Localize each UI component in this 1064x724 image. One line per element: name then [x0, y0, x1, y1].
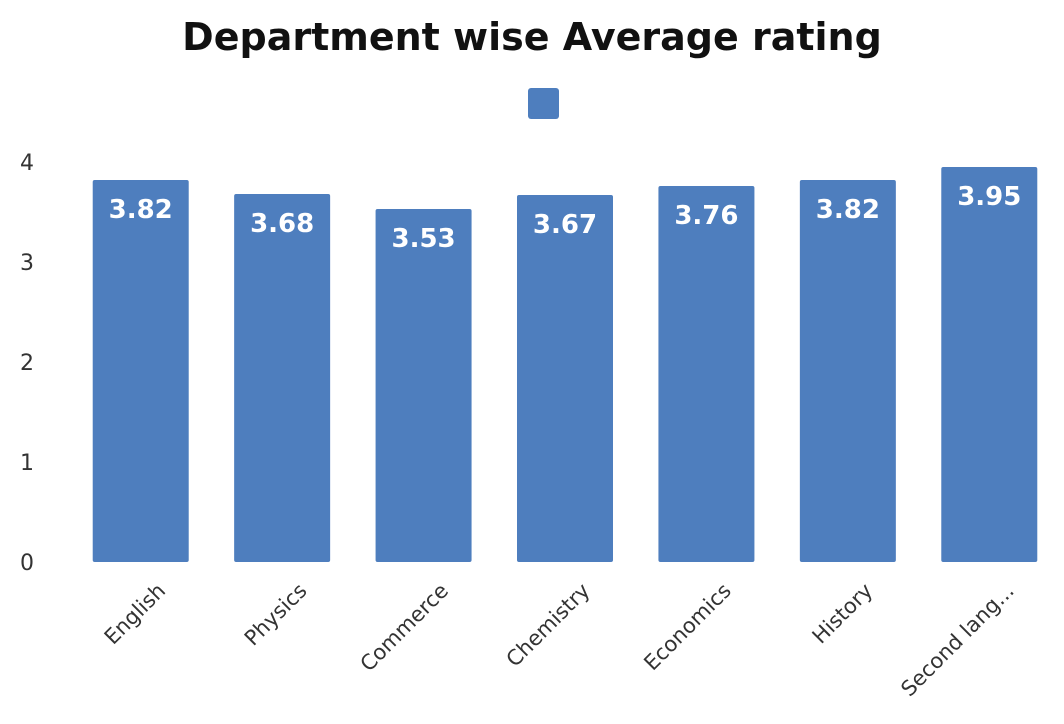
- legend-swatch: [528, 88, 559, 119]
- y-tick-label: 1: [20, 451, 34, 476]
- x-tick-label: Commerce: [356, 579, 454, 677]
- bar-series: [92, 167, 1038, 562]
- x-tick-label: Physics: [240, 579, 312, 651]
- x-tick-label: English: [100, 579, 171, 650]
- data-labels: 3.82 3.68 3.53 3.67 3.76 3.82 3.95: [109, 182, 1022, 254]
- bar-value-label: 3.95: [957, 182, 1021, 212]
- bar-value-label: 3.82: [816, 195, 880, 225]
- bar-value-label: 3.76: [674, 201, 738, 231]
- y-tick-label: 4: [20, 151, 34, 176]
- bar-second-lang: [941, 167, 1038, 562]
- y-axis: 0 1 2 3 4: [20, 151, 34, 576]
- x-tick-label: Economics: [639, 579, 736, 676]
- bar-value-label: 3.68: [250, 209, 314, 239]
- bar-physics: [234, 194, 331, 562]
- bar-economics: [658, 186, 755, 562]
- x-axis: English Physics Commerce Chemistry Economics…: [100, 579, 1019, 702]
- x-tick-label: Chemistry: [502, 579, 595, 672]
- x-tick-label: Second lang...: [896, 579, 1019, 702]
- y-tick-label: 0: [20, 551, 34, 576]
- bar-value-label: 3.82: [109, 195, 173, 225]
- x-tick-label: History: [808, 579, 878, 649]
- bar-chemistry: [517, 195, 613, 562]
- bar-value-label: 3.67: [533, 210, 597, 240]
- bar-value-label: 3.53: [391, 224, 455, 254]
- bar-english: [92, 180, 189, 562]
- chart-title: Department wise Average rating: [182, 15, 882, 59]
- bar-commerce: [375, 209, 472, 562]
- bar-history: [799, 180, 896, 562]
- y-tick-label: 2: [20, 351, 34, 376]
- y-tick-label: 3: [20, 251, 34, 276]
